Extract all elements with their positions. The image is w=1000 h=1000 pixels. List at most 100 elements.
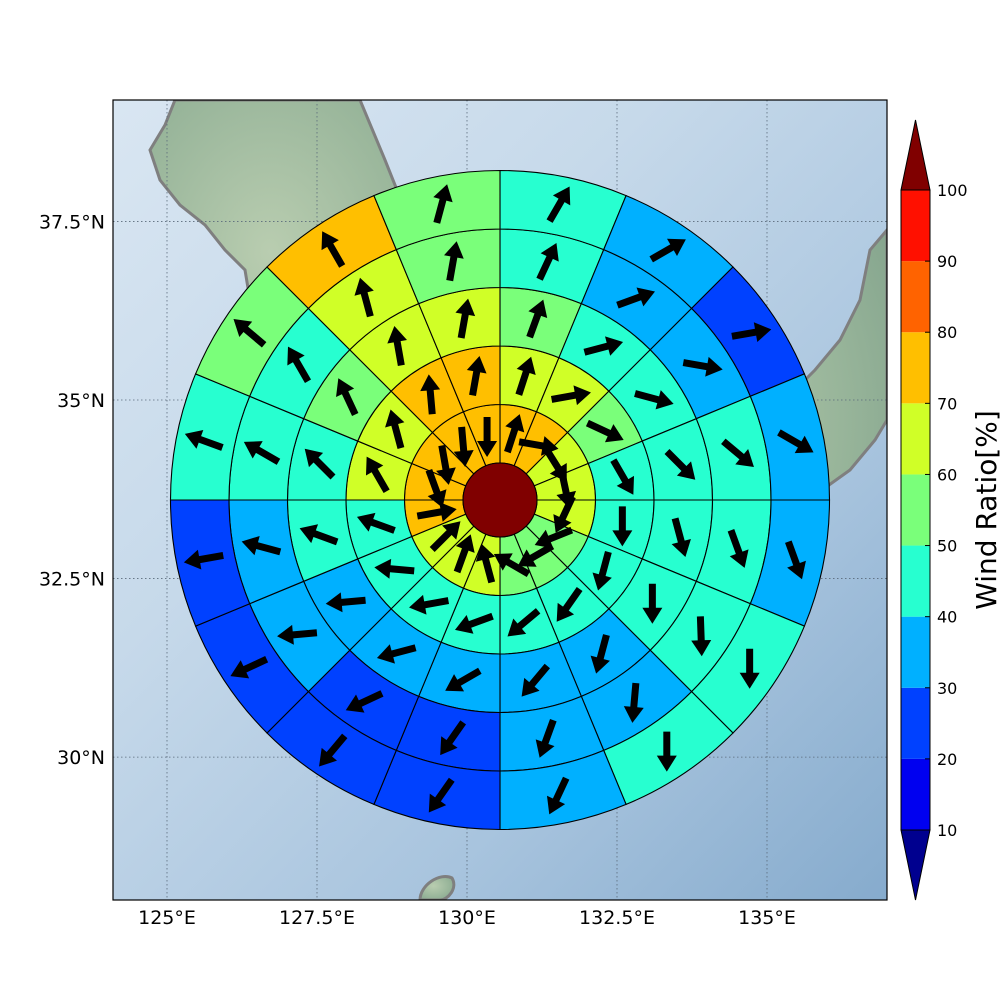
center-disc xyxy=(462,462,538,538)
colorbar-tick-label: 70 xyxy=(937,394,957,413)
wind-arrow xyxy=(429,521,461,553)
wind-arrow xyxy=(585,419,624,443)
wind-arrow xyxy=(241,535,282,556)
colorbar-tick-label: 60 xyxy=(937,465,957,484)
wind-arrow xyxy=(671,517,691,558)
wind-arrow xyxy=(504,414,525,454)
colorbar-tick-label: 100 xyxy=(937,181,968,200)
y-tick-label: 35°N xyxy=(57,390,105,412)
colorbar-tick-label: 30 xyxy=(937,679,957,698)
wind-arrow xyxy=(521,663,551,697)
wind-arrow xyxy=(385,409,405,449)
wind-arrow xyxy=(535,718,557,758)
colorbar: 10 20 30 40 50 60 70 80 90 100 xyxy=(900,119,968,901)
colorbar-segment xyxy=(901,190,930,262)
wind-arrow xyxy=(515,356,536,396)
wind-arrow xyxy=(731,322,772,342)
wind-arrow xyxy=(428,777,455,813)
colorbar-under-extension xyxy=(900,829,931,901)
x-tick-label: 127.5°E xyxy=(279,907,355,929)
colorbar-tick-label: 20 xyxy=(937,750,957,769)
wind-arrow xyxy=(739,648,760,689)
wind-arrow xyxy=(230,656,269,679)
colorbar-tick-label: 90 xyxy=(937,252,957,271)
wind-arrow xyxy=(546,186,571,223)
x-tick-label: 125°E xyxy=(138,907,196,929)
wind-arrow xyxy=(612,506,633,547)
wind-arrow xyxy=(546,776,570,815)
y-axis-ticks: 30°N 32.5°N 35°N 37.5°N xyxy=(39,211,105,769)
map-frame xyxy=(112,99,888,901)
x-tick-label: 132.5°E xyxy=(579,907,655,929)
wind-arrow xyxy=(321,231,346,268)
wind-arrow xyxy=(550,385,591,406)
wind-arrow xyxy=(374,558,415,579)
y-tick-label: 30°N xyxy=(57,747,105,769)
wind-arrow xyxy=(433,184,453,224)
island-south xyxy=(418,875,456,900)
wind-arrow xyxy=(475,543,496,584)
wind-arrow xyxy=(454,612,494,634)
wind-arrow xyxy=(534,526,574,549)
wind-arrow xyxy=(184,429,224,451)
arrow-layer xyxy=(183,184,814,815)
wind-arrow xyxy=(425,468,447,508)
wind-arrow xyxy=(416,502,457,522)
colorbar-tick-label: 10 xyxy=(937,821,957,840)
wind-arrow xyxy=(656,731,677,772)
wind-arrow xyxy=(664,449,696,480)
wind-arrow xyxy=(455,298,476,339)
wind-arrow xyxy=(183,549,224,570)
sector-layer xyxy=(169,169,831,831)
wind-arrow xyxy=(299,524,339,546)
colorbar-tick-label: 40 xyxy=(937,608,957,627)
wind-arrow xyxy=(610,458,635,495)
wind-arrow xyxy=(507,608,541,637)
wind-arrow xyxy=(325,592,366,613)
wind-arrow xyxy=(777,429,814,454)
wind-arrow xyxy=(277,624,318,645)
wind-arrow xyxy=(243,441,281,465)
wind-arrow xyxy=(319,733,348,767)
wind-arrow xyxy=(444,241,464,282)
wind-arrow xyxy=(517,543,555,567)
wind-arrow xyxy=(727,529,749,568)
wind-arrow xyxy=(785,540,806,580)
wind-arrow xyxy=(590,634,610,674)
colorbar-segment xyxy=(901,758,930,830)
colorbar-segment xyxy=(901,403,930,475)
wind-arrow xyxy=(440,720,467,756)
wind-arrow xyxy=(409,594,450,615)
y-tick-label: 32.5°N xyxy=(39,569,105,591)
wind-arrow xyxy=(477,417,498,458)
wind-arrow xyxy=(354,277,374,318)
colorbar-segment xyxy=(901,545,930,617)
wind-arrow xyxy=(526,299,548,339)
wind-arrow xyxy=(536,242,559,281)
wind-arrow xyxy=(583,336,624,356)
wind-arrow xyxy=(420,374,441,415)
wind-arrow xyxy=(445,667,482,692)
wind-arrow xyxy=(642,583,663,624)
colorbar-tick-label: 80 xyxy=(937,323,957,342)
y-tick-label: 37.5°N xyxy=(39,211,105,233)
wind-arrow xyxy=(634,390,674,410)
wind-arrow xyxy=(453,426,474,467)
wind-arrow xyxy=(436,444,456,485)
wind-arrow xyxy=(453,534,475,574)
colorbar-tick-label: 50 xyxy=(937,537,957,556)
wind-arrow xyxy=(649,238,686,263)
colorbar-frame xyxy=(900,189,931,831)
wind-arrow xyxy=(287,346,312,384)
wind-arrow xyxy=(304,448,336,480)
wind-arrow xyxy=(553,495,576,533)
wind-arrow xyxy=(376,644,417,664)
wind-arrow xyxy=(356,512,396,534)
wind-arrow xyxy=(233,319,267,348)
colorbar-segment xyxy=(901,687,930,759)
wind-arrow xyxy=(592,551,612,591)
x-tick-label: 135°E xyxy=(738,907,796,929)
colorbar-over-extension xyxy=(900,119,931,191)
wind-arrow xyxy=(387,325,407,366)
wind-arrow xyxy=(493,553,531,578)
